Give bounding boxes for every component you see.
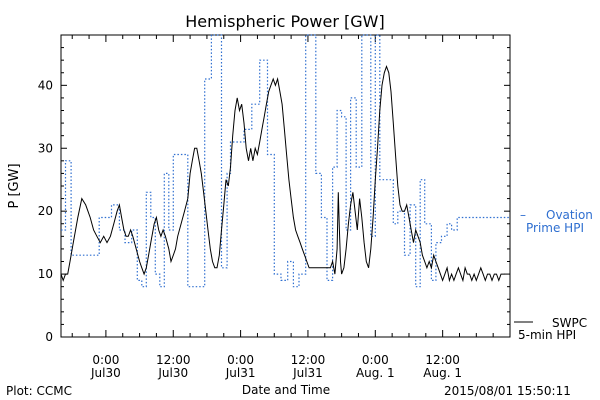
y-tick-label: 20 bbox=[38, 204, 53, 218]
y-tick-label: 30 bbox=[38, 141, 53, 155]
y-tick-label: 10 bbox=[38, 267, 53, 281]
y-axis-label: P [GW] bbox=[7, 163, 22, 208]
x-tick-date-label: Jul30 bbox=[157, 366, 188, 380]
legend-ovation-dash: – bbox=[520, 208, 526, 222]
chart-title: Hemispheric Power [GW] bbox=[185, 12, 384, 31]
x-axis-ticks: 0:00Jul3012:00Jul300:00Jul3112:00Jul310:… bbox=[71, 35, 494, 380]
x-tick-time-label: 0:00 bbox=[92, 353, 119, 367]
x-tick-date-label: Jul31 bbox=[292, 366, 323, 380]
x-tick-time-label: 12:00 bbox=[291, 353, 326, 367]
legend-swpc-line1: SWPC bbox=[552, 316, 587, 330]
legend-ovation-line1: Ovation bbox=[546, 208, 593, 222]
x-tick-time-label: 12:00 bbox=[425, 353, 460, 367]
x-tick-time-label: 0:00 bbox=[227, 353, 254, 367]
x-axis-label: Date and Time bbox=[242, 383, 330, 397]
legend: – Ovation Prime HPI SWPC 5-min HPI bbox=[514, 208, 593, 342]
plot-timestamp: 2015/08/01 15:50:11 bbox=[444, 384, 571, 398]
plot-credit: Plot: CCMC bbox=[6, 384, 72, 398]
plot-frame bbox=[60, 34, 511, 338]
x-tick-date-label: Aug. 1 bbox=[356, 366, 395, 380]
y-tick-label: 40 bbox=[38, 78, 53, 92]
legend-swpc-line2: 5-min HPI bbox=[518, 328, 576, 342]
x-tick-date-label: Aug. 1 bbox=[423, 366, 462, 380]
y-tick-label: 0 bbox=[45, 330, 53, 344]
swpc-series-line bbox=[60, 65, 505, 283]
ovation-series-line bbox=[61, 34, 510, 288]
x-tick-date-label: Jul30 bbox=[90, 366, 121, 380]
x-tick-date-label: Jul31 bbox=[225, 366, 256, 380]
legend-ovation-line2: Prime HPI bbox=[526, 221, 584, 235]
x-tick-time-label: 0:00 bbox=[362, 353, 389, 367]
y-axis-ticks: 0 10 20 30 40 bbox=[38, 34, 510, 344]
x-tick-time-label: 12:00 bbox=[156, 353, 191, 367]
